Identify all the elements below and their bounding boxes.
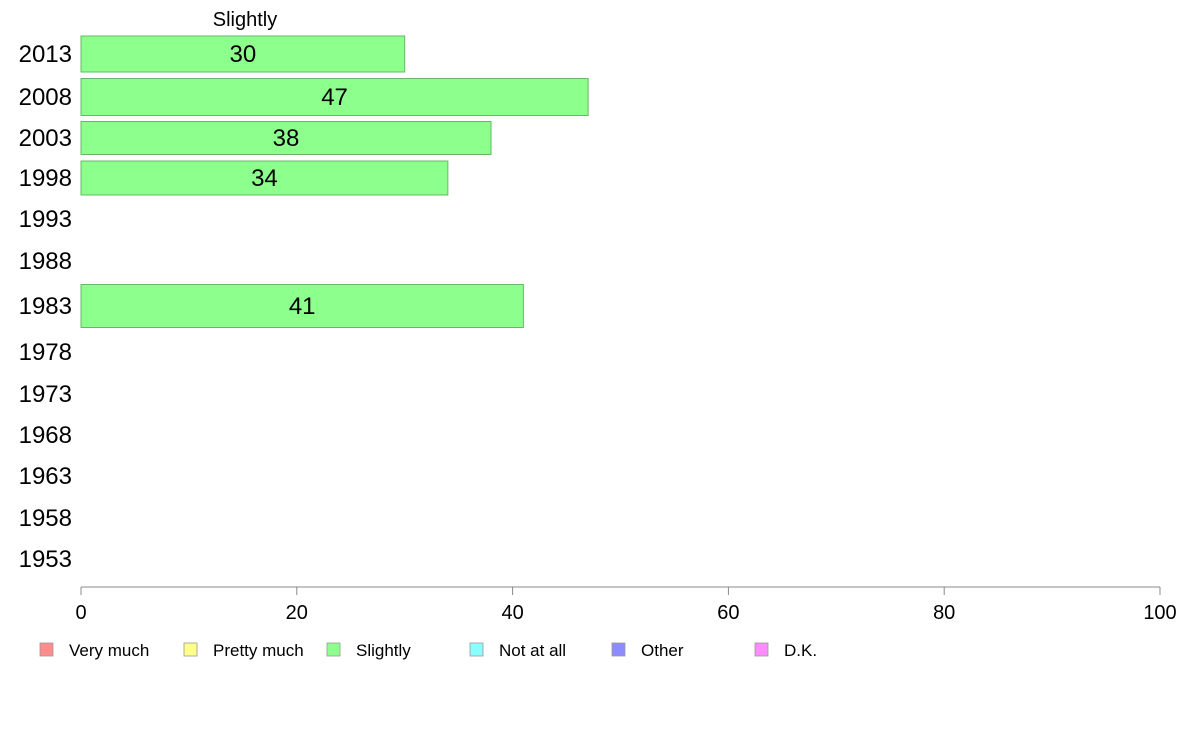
category-label-1963: 1963 [19, 463, 72, 490]
bar-value-label-2003: 38 [273, 125, 300, 152]
category-label-2013: 2013 [19, 41, 72, 68]
legend-swatch-very-much [39, 642, 54, 657]
legend-label-slightly: Slightly [356, 641, 411, 660]
bar-value-label-2013: 30 [229, 41, 256, 68]
category-label-2003: 2003 [19, 125, 72, 152]
bars-group: 30 47 38 34 41 [80, 35, 589, 328]
legend-label-other: Other [641, 641, 684, 660]
legend-swatch-not-at-all [469, 642, 484, 657]
x-tick-label-20: 20 [286, 602, 308, 624]
category-label-1978: 1978 [19, 339, 72, 366]
category-label-2008: 2008 [19, 84, 72, 111]
x-tick-label-60: 60 [717, 602, 739, 624]
legend: Very much Pretty much Slightly Not at all Ot… [39, 641, 817, 660]
category-label-1973: 1973 [19, 381, 72, 408]
bar-2003 [80, 121, 492, 155]
x-tick-label-100: 100 [1143, 602, 1176, 624]
column-header: Slightly [213, 9, 277, 31]
legend-label-not-at-all: Not at all [499, 641, 566, 660]
x-tick-label-40: 40 [501, 602, 523, 624]
bar-2008 [80, 78, 589, 116]
legend-label-pretty-much: Pretty much [213, 641, 304, 660]
x-tick-label-80: 80 [933, 602, 955, 624]
bar-value-label-1983: 41 [289, 293, 316, 320]
x-tick-label-0: 0 [75, 602, 86, 624]
legend-swatch-d-k [754, 642, 769, 657]
bar-1983 [80, 284, 524, 328]
category-label-1958: 1958 [19, 505, 72, 532]
category-labels: 2013 2008 2003 1998 1993 1988 1983 1978 1973 1968… [19, 41, 72, 573]
bar-2013 [80, 35, 406, 73]
bar-value-label-1998: 34 [251, 165, 278, 192]
legend-swatch-slightly [326, 642, 341, 657]
bar-value-label-2008: 47 [321, 84, 348, 111]
legend-label-very-much: Very much [69, 641, 149, 660]
category-label-1998: 1998 [19, 165, 72, 192]
legend-swatch-pretty-much [183, 642, 198, 657]
x-axis: 0 20 40 60 80 100 [75, 586, 1177, 624]
category-label-1993: 1993 [19, 206, 72, 233]
legend-label-d-k: D.K. [784, 641, 817, 660]
category-label-1988: 1988 [19, 248, 72, 275]
category-label-1983: 1983 [19, 293, 72, 320]
category-label-1953: 1953 [19, 546, 72, 573]
bar-1998 [80, 160, 449, 196]
category-label-1968: 1968 [19, 422, 72, 449]
legend-swatch-other [611, 642, 626, 657]
